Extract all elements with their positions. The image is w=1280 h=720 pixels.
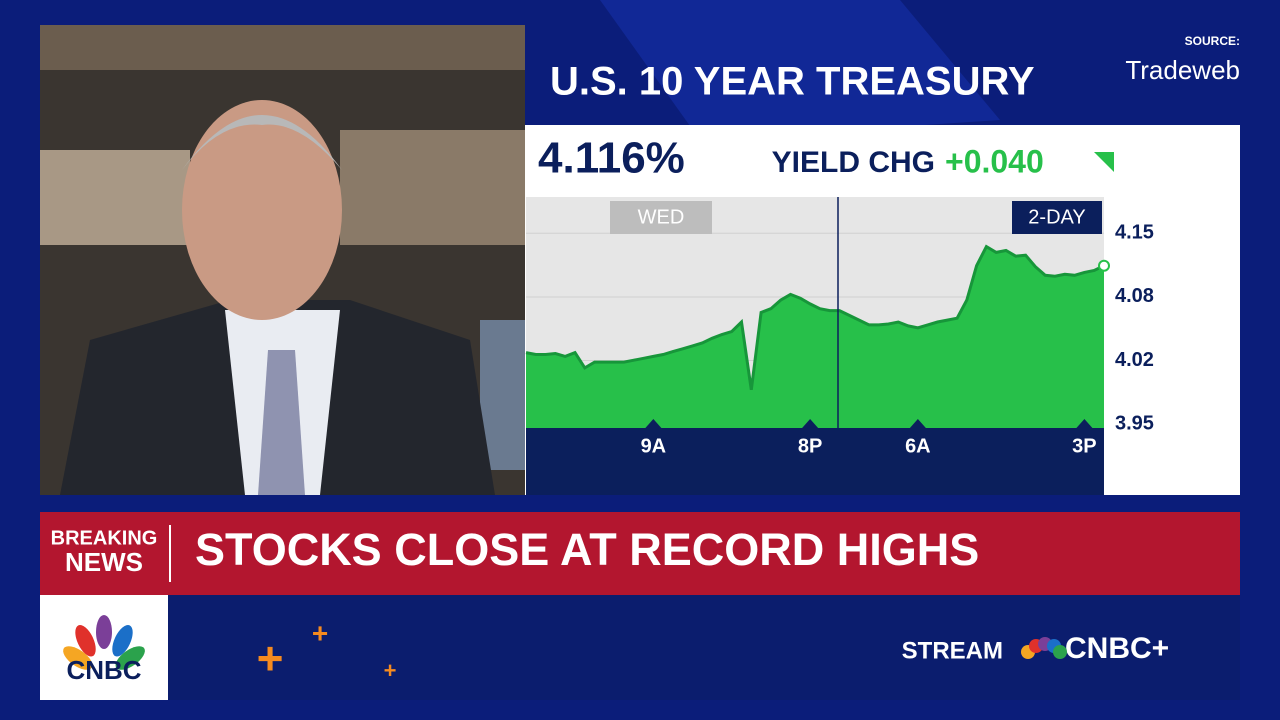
x-tick-mark: [645, 419, 662, 428]
banner: [40, 512, 1240, 595]
annotation: 2-DAY: [1028, 206, 1085, 228]
x-tick-mark: [909, 419, 926, 428]
x-axis-band: [526, 428, 1104, 495]
feather: [96, 615, 112, 649]
x-tick-mark: [802, 419, 819, 428]
y-tick-label: 4.02: [1115, 349, 1154, 371]
logo-text: CNBC: [66, 655, 141, 685]
change-label: YIELD CHG: [772, 146, 935, 179]
stream-brand: CNBC+: [1065, 632, 1169, 665]
feather: [63, 646, 93, 670]
decor-plus: +: [384, 658, 397, 683]
feather: [112, 624, 133, 657]
stream-label: STREAM: [902, 637, 1003, 664]
x-tick-label: 8P: [798, 435, 822, 457]
line: [525, 244, 1105, 391]
peacock: [63, 615, 145, 670]
chart-title: U.S. 10 YEAR TREASURY: [550, 60, 1035, 104]
annotation-box: [610, 201, 712, 234]
change-value: +0.040: [945, 143, 1044, 179]
y-tick-label: 4.15: [1115, 222, 1154, 244]
area: [526, 246, 1104, 428]
annotation-box: [1012, 201, 1102, 234]
person-head: [182, 100, 342, 320]
bg-shape: [600, 0, 1000, 140]
bookshelf: [40, 25, 525, 70]
x-tick-label: 6A: [905, 435, 931, 457]
y-tick-label: 4.08: [1115, 285, 1154, 307]
headline-value: 4.116%: [538, 134, 685, 183]
bookshelf: [40, 150, 190, 245]
x-tick-label: 9A: [641, 435, 667, 457]
source-name: Tradeweb: [1125, 55, 1240, 85]
chart-layer: 9A 8P 6A 3P: [525, 232, 1110, 457]
source-label: SOURCE:: [1185, 34, 1240, 48]
feather: [75, 624, 96, 657]
bookshelf: [340, 130, 525, 245]
bookshelf: [480, 320, 525, 470]
decor-plus: +: [257, 632, 284, 684]
person-hair: [182, 115, 342, 170]
y-tick-label: 3.95: [1115, 412, 1154, 434]
annotation: WED: [638, 206, 685, 228]
decor-plus: +: [312, 617, 328, 648]
peacock-small: [1021, 637, 1067, 659]
feather: [1053, 645, 1067, 659]
last-point: [1098, 259, 1110, 272]
banner-headline: STOCKS CLOSE AT RECORD HIGHS: [195, 524, 979, 575]
x-tick-label: 3P: [1072, 435, 1096, 457]
person-tie: [258, 350, 305, 495]
banner-tag: BREAKING: [51, 527, 158, 549]
feather: [115, 646, 145, 670]
banner-tag: NEWS: [65, 547, 143, 577]
x-tick-mark: [1076, 419, 1093, 428]
change-arrow: [1094, 152, 1114, 172]
